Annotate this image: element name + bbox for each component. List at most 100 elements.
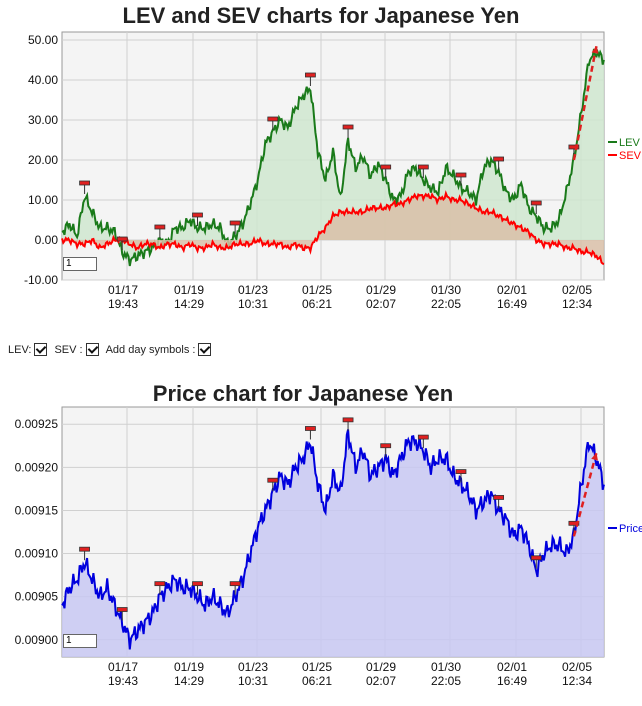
- data-point: [445, 167, 446, 168]
- data-point: [235, 243, 236, 244]
- data-point: [84, 195, 85, 196]
- data-point: [408, 171, 409, 172]
- data-point: [302, 458, 303, 459]
- data-point: [114, 231, 115, 232]
- bottom-chart-page-input[interactable]: 1: [63, 634, 97, 648]
- trend-arrow-head: [591, 46, 599, 54]
- data-point: [573, 247, 574, 248]
- data-point: [61, 239, 62, 240]
- data-point: [220, 227, 221, 228]
- x-tick-date: 01/17: [108, 660, 138, 674]
- trend-arrow-line: [572, 452, 598, 537]
- data-point: [393, 199, 394, 200]
- x-tick-time: 06:21: [302, 674, 332, 688]
- data-point: [506, 191, 507, 192]
- data-point: [280, 119, 281, 120]
- data-point: [332, 215, 333, 216]
- data-point: [280, 475, 281, 476]
- series-area-price: [62, 429, 604, 657]
- data-point: [107, 243, 108, 244]
- day-symbol: [267, 477, 279, 483]
- x-tick-date: 02/05: [562, 283, 592, 297]
- data-point: [566, 191, 567, 192]
- data-point: [152, 243, 153, 244]
- lev-checkbox[interactable]: [34, 343, 48, 356]
- data-point: [558, 219, 559, 220]
- data-point: [498, 215, 499, 216]
- data-point: [460, 187, 461, 188]
- data-point: [513, 536, 514, 537]
- data-point: [513, 199, 514, 200]
- data-point: [122, 622, 123, 623]
- data-point: [197, 596, 198, 597]
- x-tick-time: 19:43: [108, 297, 138, 311]
- day-symbol: [568, 520, 580, 526]
- y-tick-label: 20.00: [28, 153, 58, 167]
- data-point: [453, 475, 454, 476]
- data-point: [536, 215, 537, 216]
- data-point: [363, 211, 364, 212]
- data-point: [603, 484, 604, 485]
- data-point: [84, 243, 85, 244]
- data-point: [332, 151, 333, 152]
- data-point: [212, 223, 213, 224]
- top-chart-page-input[interactable]: 1: [63, 257, 97, 271]
- data-point: [475, 510, 476, 511]
- data-point: [159, 596, 160, 597]
- series-line-sev: [61, 190, 605, 265]
- data-point: [370, 207, 371, 208]
- data-point: [566, 553, 567, 554]
- x-tick-date: 02/05: [562, 660, 592, 674]
- day-symbol: [380, 443, 392, 449]
- data-point: [220, 605, 221, 606]
- data-point: [355, 167, 356, 168]
- day-symbol: [493, 495, 505, 500]
- day-symbol: [79, 546, 90, 552]
- price-chart: 0.00925 0.00920 0.00915 0.00910 0.00905 0.009…: [15, 406, 642, 688]
- day-symbol: [267, 116, 279, 122]
- y-tick-label: 0.00: [35, 233, 59, 247]
- data-point: [385, 179, 386, 180]
- x-tick-date: 01/29: [366, 660, 396, 674]
- x-tick-time: 16:49: [497, 297, 527, 311]
- data-point: [204, 605, 205, 606]
- sev-checkbox[interactable]: [85, 343, 99, 356]
- data-point: [348, 432, 349, 433]
- day-symbols-label: Add day symbols :: [105, 343, 196, 356]
- data-point: [272, 493, 273, 494]
- y-tick-label: 50.00: [28, 33, 58, 47]
- data-point: [483, 167, 484, 168]
- data-point: [144, 622, 145, 623]
- data-point: [212, 596, 213, 597]
- data-point: [92, 239, 93, 240]
- data-point: [370, 175, 371, 176]
- data-point: [317, 151, 318, 152]
- data-point: [408, 199, 409, 200]
- y-tick-label: 0.00905: [15, 590, 59, 604]
- data-point: [543, 243, 544, 244]
- data-point: [581, 251, 582, 252]
- day-symbol: [229, 220, 241, 226]
- sev-toggle-label: SEV :: [54, 343, 83, 356]
- data-point: [182, 247, 183, 248]
- lev-toggle-label: LEV:: [8, 343, 32, 356]
- data-point: [242, 579, 243, 580]
- data-point: [438, 458, 439, 459]
- data-point: [272, 243, 273, 244]
- x-tick-date: 01/25: [302, 660, 332, 674]
- data-point: [603, 59, 604, 60]
- data-point: [325, 179, 326, 180]
- data-point: [174, 579, 175, 580]
- day-symbols-checkbox[interactable]: [198, 343, 212, 356]
- data-point: [242, 223, 243, 224]
- data-point: [152, 613, 153, 614]
- data-point: [558, 243, 559, 244]
- data-point: [114, 605, 115, 606]
- data-point: [566, 247, 567, 248]
- day-symbol: [530, 200, 542, 206]
- data-point: [393, 203, 394, 204]
- data-point: [468, 493, 469, 494]
- data-point: [84, 562, 85, 563]
- data-point: [430, 195, 431, 196]
- x-tick-date: 01/19: [174, 283, 204, 297]
